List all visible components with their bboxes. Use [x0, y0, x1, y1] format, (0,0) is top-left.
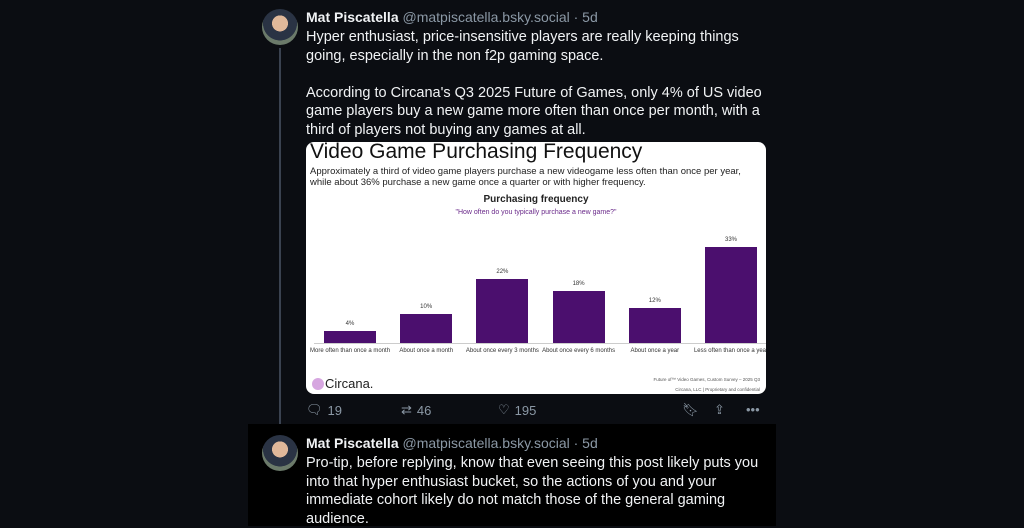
- reply-button[interactable]: 🗨 19: [306, 402, 342, 418]
- post-text: Pro-tip, before replying, know that even…: [306, 455, 763, 527]
- category-label: About once a month: [399, 348, 454, 354]
- circana-logo: Circana.: [312, 376, 373, 391]
- author-handle[interactable]: @matpiscatella.bsky.social · 5d: [402, 435, 598, 451]
- copyright-note: Circana, LLC | Proprietary and confident…: [675, 387, 760, 392]
- data-label: 10%: [420, 303, 433, 310]
- data-label: 4%: [345, 321, 355, 328]
- like-button[interactable]: ♡ 195: [498, 402, 537, 418]
- chart-title: Purchasing frequency: [483, 194, 589, 205]
- more-button[interactable]: •••: [746, 402, 760, 417]
- bar: [628, 308, 681, 343]
- bar: [552, 290, 605, 343]
- post-text: Hyper enthusiast, price-insensitive play…: [306, 29, 762, 138]
- data-label: 18%: [572, 280, 585, 287]
- category-label: About once every 6 months: [542, 348, 616, 354]
- bar: [476, 279, 529, 343]
- author-name[interactable]: Mat Piscatella: [306, 9, 399, 25]
- bar: [400, 313, 453, 343]
- reply-icon: 🗨: [306, 402, 323, 417]
- repost-icon: ⇄: [401, 402, 412, 417]
- bookmark-button[interactable]: 🔖︎: [682, 402, 699, 418]
- data-label: 12%: [648, 298, 661, 305]
- repost-button[interactable]: ⇄ 46: [401, 402, 432, 418]
- image-subtitle: Approximately a third of video game play…: [310, 166, 741, 188]
- reply-post[interactable]: Mat Piscatella @matpiscatella.bsky.socia…: [248, 424, 776, 527]
- x-axis: [314, 343, 766, 344]
- more-icon: •••: [746, 402, 760, 417]
- post-image[interactable]: Video Game Purchasing Frequency Approxim…: [306, 142, 766, 394]
- source-note: Future of™ Video Games, Custom Survey – …: [653, 377, 760, 382]
- bar: [705, 247, 757, 343]
- category-label: Less often than once a year: [693, 348, 766, 354]
- thread-line: [279, 48, 281, 424]
- author-name[interactable]: Mat Piscatella: [306, 435, 399, 451]
- category-label: About once every 3 months: [465, 348, 539, 354]
- heart-icon: ♡: [498, 402, 510, 417]
- avatar[interactable]: [262, 9, 298, 45]
- avatar[interactable]: [262, 435, 298, 471]
- category-label: About once a year: [630, 348, 680, 354]
- bar: [324, 331, 376, 343]
- chart-subtitle: "How often do you typically purchase a n…: [455, 209, 617, 216]
- image-title: Video Game Purchasing Frequency: [310, 142, 643, 163]
- data-label: 33%: [724, 237, 737, 243]
- category-label: More often than once a month: [310, 348, 391, 354]
- share-button[interactable]: ⇪: [714, 402, 725, 418]
- post[interactable]: Mat Piscatella @matpiscatella.bsky.socia…: [248, 0, 776, 424]
- author-handle[interactable]: @matpiscatella.bsky.social · 5d: [402, 9, 598, 25]
- bookmark-icon: 🔖︎: [682, 402, 699, 417]
- share-icon: ⇪: [714, 402, 725, 417]
- data-label: 22%: [496, 269, 509, 275]
